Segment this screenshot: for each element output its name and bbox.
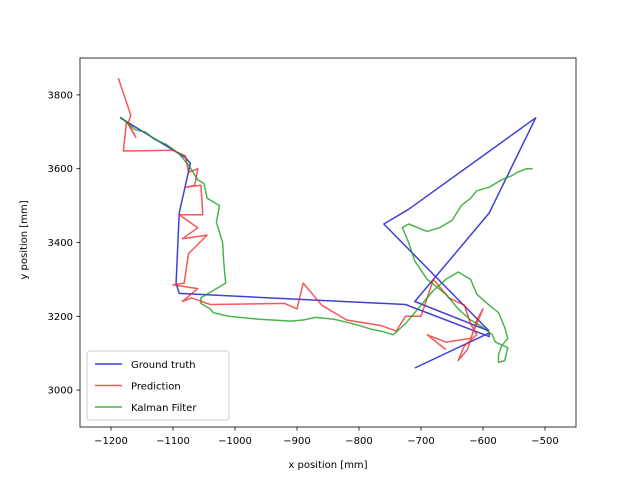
legend-label: Ground truth [131, 360, 196, 371]
x-tick-label: −700 [407, 436, 434, 447]
x-tick-label: −500 [531, 436, 558, 447]
x-tick-label: −1200 [94, 436, 128, 447]
y-tick-label: 3200 [48, 312, 73, 323]
x-tick-label: −900 [283, 436, 310, 447]
legend-box [86, 350, 230, 421]
legend-label: Kalman Filter [131, 403, 197, 414]
x-tick-label: −1000 [218, 436, 252, 447]
legend: Ground truth Prediction Kalman Filter [86, 350, 230, 421]
y-axis-label: y position [mm] [19, 200, 30, 279]
x-tick-label: −800 [345, 436, 372, 447]
x-tick-label: −1100 [156, 436, 190, 447]
y-tick-label: 3000 [48, 386, 73, 397]
y-tick-label: 3400 [48, 238, 73, 249]
x-axis-label: x position [mm] [288, 460, 367, 471]
series-line-prediction [117, 78, 484, 362]
legend-label: Prediction [131, 382, 181, 393]
series-line-ground-truth-part2 [383, 117, 537, 332]
x-tick-label: −600 [469, 436, 496, 447]
series-line-ground-truth [119, 117, 490, 369]
y-tick-label: 3800 [48, 90, 73, 101]
y-tick-label: 3600 [48, 164, 73, 175]
series-line-kalman-filter [119, 116, 533, 364]
axes: −1200 −1100 −1000 −900 −800 −700 −600 −500 3000 3… [48, 57, 577, 447]
plot-area [117, 78, 537, 369]
